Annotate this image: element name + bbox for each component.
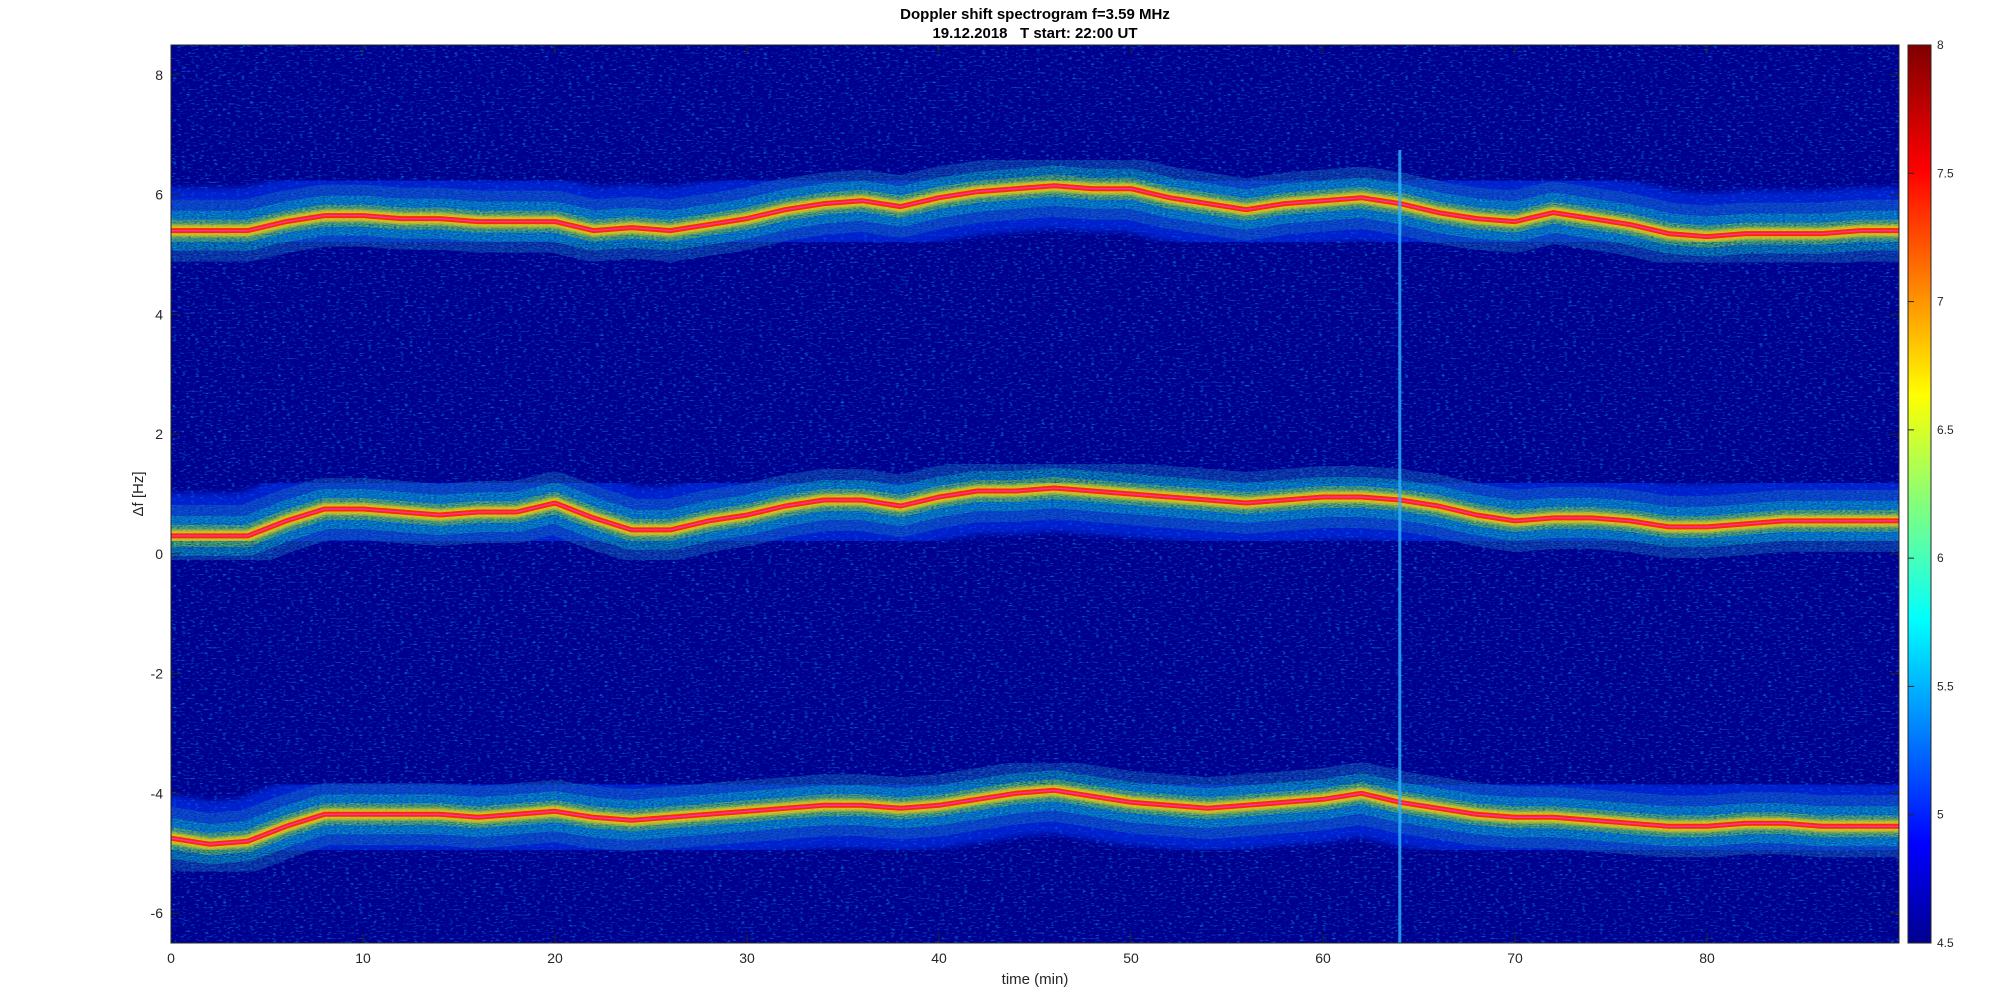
y-tick-label: 2 bbox=[155, 426, 163, 442]
y-tick-label: 6 bbox=[155, 187, 163, 203]
colorbar-tick-label: 6 bbox=[1937, 551, 1944, 565]
y-tick-label: 4 bbox=[155, 306, 163, 322]
y-tick-label: 8 bbox=[155, 67, 163, 83]
y-axis-label: Δf [Hz] bbox=[130, 471, 147, 516]
band-2 bbox=[171, 747, 1899, 888]
band-0 bbox=[171, 142, 1899, 280]
x-tick-label: 30 bbox=[739, 950, 755, 966]
x-tick-label: 60 bbox=[1315, 950, 1331, 966]
x-tick-label: 80 bbox=[1699, 950, 1715, 966]
colorbar-ticks: 4.5 5 5.5 6 6.5 7 7.5 8 bbox=[1908, 38, 1954, 950]
y-axis: -6 -4 -2 0 2 4 6 8 bbox=[151, 67, 1899, 921]
interference-line bbox=[1398, 150, 1402, 943]
y-tick-label: 0 bbox=[155, 546, 163, 562]
x-tick-label: 0 bbox=[167, 950, 175, 966]
x-tick-label: 10 bbox=[355, 950, 371, 966]
x-tick-label: 50 bbox=[1123, 950, 1139, 966]
chart-title: Doppler shift spectrogram f=3.59 MHz bbox=[900, 6, 1170, 23]
colorbar-tick-label: 5 bbox=[1937, 808, 1944, 822]
trace-line bbox=[171, 185, 1899, 238]
colorbar bbox=[1907, 44, 1932, 944]
x-tick-label: 20 bbox=[547, 950, 563, 966]
x-axis: 0 10 20 30 40 50 60 70 80 bbox=[167, 45, 1715, 966]
colorbar-tick-label: 4.5 bbox=[1937, 936, 1954, 950]
x-tick-label: 70 bbox=[1507, 950, 1523, 966]
band-1 bbox=[171, 445, 1899, 579]
x-tick-label: 40 bbox=[931, 950, 947, 966]
plot-frame bbox=[170, 44, 1900, 944]
signal-bands bbox=[171, 142, 1899, 888]
chart-subtitle: 19.12.2018 T start: 22:00 UT bbox=[932, 25, 1137, 42]
colorbar-tick-label: 8 bbox=[1937, 38, 1944, 52]
y-tick-label: -6 bbox=[151, 905, 164, 921]
x-axis-label: time (min) bbox=[1002, 971, 1069, 988]
colorbar-tick-label: 7 bbox=[1937, 295, 1944, 309]
colorbar-tick-label: 7.5 bbox=[1937, 166, 1954, 180]
colorbar-tick-label: 5.5 bbox=[1937, 679, 1954, 693]
y-tick-label: -2 bbox=[151, 666, 164, 682]
trace-line bbox=[171, 487, 1899, 537]
colorbar-tick-label: 6.5 bbox=[1937, 423, 1954, 437]
y-tick-label: -4 bbox=[151, 785, 164, 801]
trace-line bbox=[171, 789, 1899, 845]
plot-area bbox=[171, 45, 1899, 943]
